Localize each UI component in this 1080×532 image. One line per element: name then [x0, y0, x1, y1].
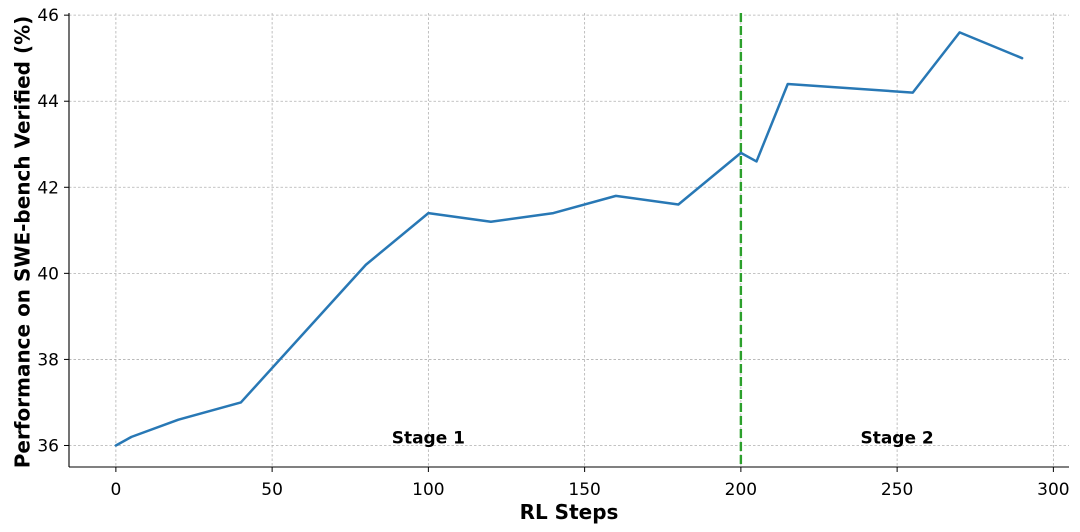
x-tick-label: 300: [1037, 480, 1069, 500]
series-lines: [114, 31, 1024, 447]
y-axis-title: Performance on SWE-bench Verified (%): [11, 16, 35, 469]
x-tick-label: 100: [412, 480, 444, 500]
y-tick-label: 42: [37, 178, 59, 198]
x-tick-label: 250: [881, 480, 913, 500]
y-tick-label: 40: [37, 264, 59, 284]
x-tick-label: 200: [725, 480, 757, 500]
y-tick-label: 38: [37, 350, 59, 370]
stage-label: Stage 1: [392, 428, 465, 448]
x-tick-labels: 0 50 100 150 200 250 300: [110, 480, 1069, 500]
y-tick-label: 36: [37, 436, 59, 456]
x-tick-label: 50: [261, 480, 283, 500]
grid-lines: [69, 13, 1069, 467]
x-tick-label: 0: [110, 480, 121, 500]
stage-label: Stage 2: [860, 428, 933, 448]
series-line-0: [114, 31, 1024, 447]
y-tick-label: 44: [37, 92, 59, 112]
annotations: Stage 1 Stage 2: [392, 428, 934, 448]
x-tick-label: 150: [568, 480, 600, 500]
x-axis-title: RL Steps: [520, 500, 619, 524]
y-tick-label: 46: [37, 6, 59, 26]
axes: [64, 13, 1069, 472]
y-tick-labels: 36 38 40 42 44 46: [37, 6, 59, 456]
